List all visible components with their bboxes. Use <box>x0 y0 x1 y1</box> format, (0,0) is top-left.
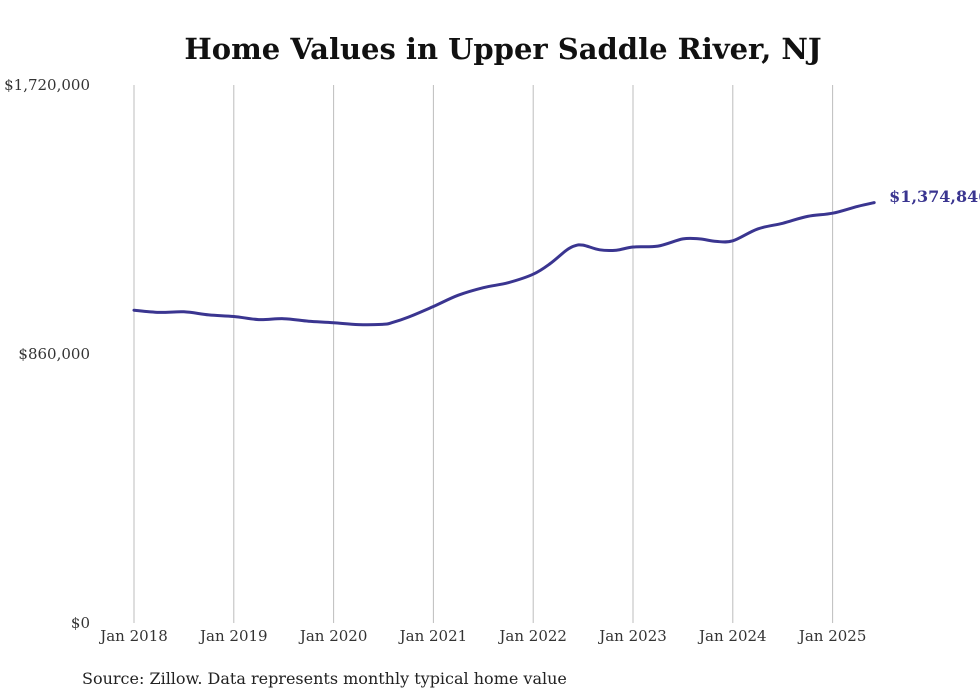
x-tick-label-2019: Jan 2019 <box>198 627 268 645</box>
x-tick-label-2021: Jan 2021 <box>398 627 468 645</box>
end-value-label: $1,374,846 <box>889 187 980 206</box>
y-tick-label-1720000: $1,720,000 <box>4 76 90 94</box>
y-tick-label-0: $0 <box>71 614 90 632</box>
x-tick-label-2022: Jan 2022 <box>497 627 567 645</box>
x-tick-label-2025: Jan 2025 <box>797 627 867 645</box>
y-tick-label-860000: $860,000 <box>18 345 90 363</box>
chart-title: Home Values in Upper Saddle River, NJ <box>184 32 821 66</box>
x-tick-label-2023: Jan 2023 <box>597 627 667 645</box>
x-tick-label-2020: Jan 2020 <box>298 627 368 645</box>
grid-lines <box>133 85 834 623</box>
x-axis-ticks: Jan 2018 Jan 2019 Jan 2020 Jan 2021 Jan 2022… <box>98 627 866 645</box>
source-note: Source: Zillow. Data represents monthly … <box>82 669 567 688</box>
series-line-home-value <box>132 201 876 327</box>
x-tick-label-2024: Jan 2024 <box>697 627 767 645</box>
x-tick-label-2018: Jan 2018 <box>98 627 168 645</box>
y-axis-ticks: $1,720,000 $860,000 $0 <box>4 76 90 632</box>
